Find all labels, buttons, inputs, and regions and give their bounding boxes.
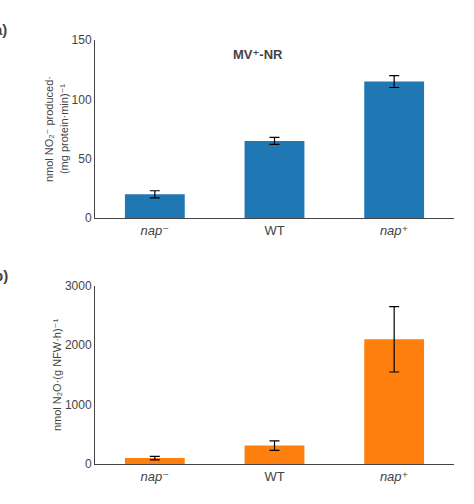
svg-text:0: 0 <box>85 211 92 225</box>
svg-text:50: 50 <box>78 152 92 166</box>
svg-text:150: 150 <box>72 33 92 47</box>
svg-text:WT: WT <box>264 223 284 238</box>
svg-text:nap⁺: nap⁺ <box>380 469 409 484</box>
svg-text:nap⁺: nap⁺ <box>380 223 409 238</box>
svg-text:MV⁺-NR: MV⁺-NR <box>233 47 283 62</box>
svg-text:nmol N₂O·(g NFW·h)⁻¹: nmol N₂O·(g NFW·h)⁻¹ <box>51 319 63 431</box>
svg-text:100: 100 <box>72 93 92 107</box>
svg-text:nap⁻: nap⁻ <box>141 469 170 484</box>
svg-text:2000: 2000 <box>65 338 92 352</box>
svg-text:1000: 1000 <box>65 398 92 412</box>
svg-text:WT: WT <box>264 469 284 484</box>
svg-text:3000: 3000 <box>65 279 92 293</box>
svg-text:nmol NO₂⁻ produced·(mg protein: nmol NO₂⁻ produced·(mg protein·min)⁻¹ <box>43 76 69 182</box>
svg-text:(a): (a) <box>0 21 7 38</box>
svg-text:nap⁻: nap⁻ <box>141 223 170 238</box>
svg-text:(b): (b) <box>0 267 8 284</box>
svg-text:0: 0 <box>85 457 92 471</box>
